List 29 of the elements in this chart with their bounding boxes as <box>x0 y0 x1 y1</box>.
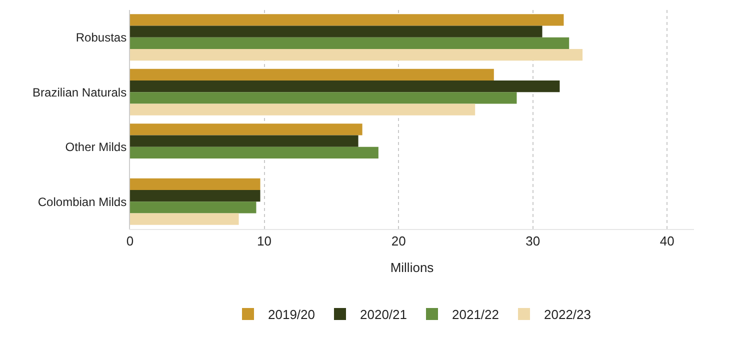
x-tick-label: 30 <box>526 234 540 249</box>
bar <box>130 14 564 26</box>
bar <box>130 213 239 225</box>
bar <box>130 135 358 147</box>
x-axis-title: Millions <box>390 260 434 276</box>
bar <box>130 146 378 159</box>
bar <box>130 104 476 116</box>
legend-label: 2020/21 <box>360 307 407 322</box>
bar <box>130 202 256 214</box>
bar <box>130 80 560 92</box>
y-tick-label: Robustas <box>76 30 127 45</box>
x-tick-label: 0 <box>126 234 134 249</box>
y-tick-label: Brazilian Naturals <box>32 85 127 100</box>
bar <box>130 178 260 190</box>
bar <box>130 49 583 61</box>
x-tick-label: 20 <box>391 234 406 249</box>
legend-label: 2021/22 <box>452 307 499 322</box>
x-tick-label: 40 <box>660 234 674 249</box>
bar <box>130 26 542 38</box>
bar <box>130 190 260 202</box>
y-tick-label: Other Milds <box>65 140 127 154</box>
bar <box>130 37 570 50</box>
legend-label: 2019/20 <box>268 307 315 322</box>
x-tick-label: 10 <box>257 234 272 249</box>
y-tick-label: Colombian Milds <box>38 194 127 209</box>
bar <box>130 124 362 136</box>
bar <box>130 68 494 80</box>
bar <box>130 92 517 104</box>
legend-label: 2022/23 <box>544 307 591 322</box>
